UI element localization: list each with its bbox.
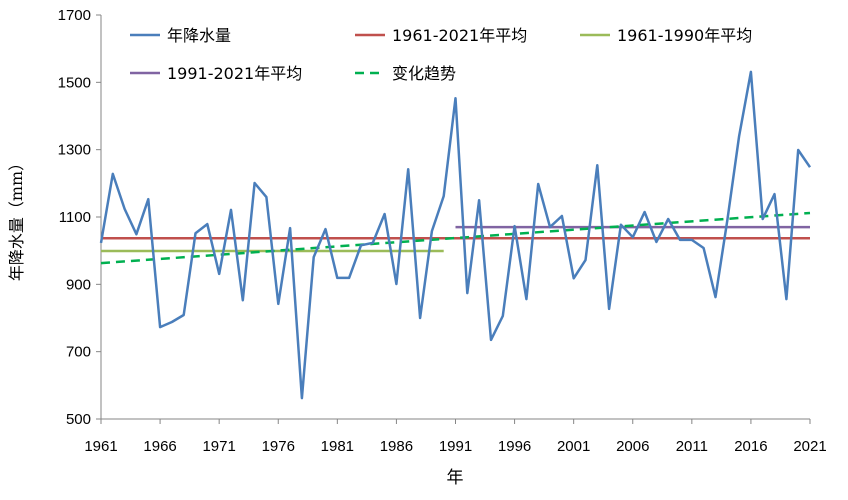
- y-axis-label: 年降水量（mm）: [7, 155, 26, 281]
- series-line-4: [100, 211, 811, 265]
- x-tick-label: 1961: [84, 438, 117, 455]
- x-tick-label: 1971: [202, 438, 235, 455]
- series-line-0: [99, 70, 812, 400]
- legend-label: 变化趋势: [392, 64, 456, 83]
- y-tick-label: 1100: [59, 209, 91, 226]
- y-tick-label: 1700: [58, 7, 91, 24]
- x-axis-label: 年: [447, 468, 464, 488]
- legend: 年降水量 1961-2021年平均 1961-1990年平均 1991-2021年平均…: [130, 26, 752, 83]
- y-tick-label: 700: [66, 344, 91, 361]
- y-tick-label: 1300: [58, 142, 91, 159]
- legend-label: 1961-2021年平均: [392, 26, 527, 45]
- y-axis: 500 700 900 1100 1300 1500 1700: [58, 7, 102, 428]
- x-tick-label: 1966: [143, 438, 176, 455]
- y-tick-label: 500: [66, 411, 91, 428]
- x-tick-label: 1986: [380, 438, 413, 455]
- legend-label: 年降水量: [167, 26, 231, 45]
- x-axis: 1961 1966 1971 1976 1981 1986 1991 1996 2001 2006…: [84, 418, 827, 455]
- x-tick-label: 2011: [676, 438, 708, 455]
- x-tick-label: 2016: [734, 438, 767, 455]
- legend-label: 1991-2021年平均: [167, 64, 302, 83]
- y-tick-label: 900: [66, 276, 91, 293]
- series-lines: [99, 70, 812, 400]
- y-tick-label: 1500: [58, 74, 91, 91]
- x-tick-label: 1996: [498, 438, 531, 455]
- x-tick-label: 1981: [321, 438, 354, 455]
- legend-label: 1961-1990年平均: [617, 26, 752, 45]
- x-tick-label: 2001: [557, 438, 590, 455]
- x-tick-label: 1976: [262, 438, 295, 455]
- x-tick-label: 2006: [616, 438, 649, 455]
- x-tick-label: 1991: [439, 438, 472, 455]
- x-tick-label: 2021: [793, 438, 826, 455]
